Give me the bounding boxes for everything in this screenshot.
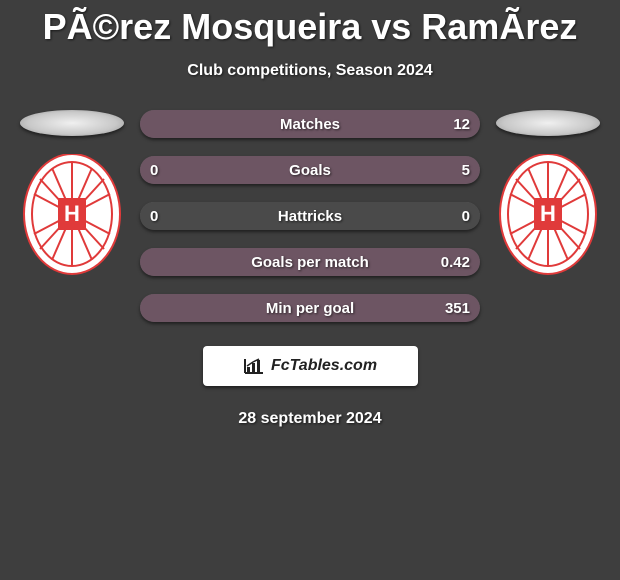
svg-text:H: H [540, 201, 556, 226]
stat-bar: Min per goal 351 [140, 294, 480, 322]
stat-name: Matches [280, 116, 340, 133]
stat-left-value: 0 [150, 162, 158, 179]
stat-right-value: 5 [462, 162, 470, 179]
stat-left-value: 0 [150, 208, 158, 225]
svg-text:H: H [64, 201, 80, 226]
stat-bar: 0 Goals 5 [140, 156, 480, 184]
stat-name: Min per goal [266, 300, 354, 317]
club-crest-left: H [22, 154, 122, 284]
page-title: PÃ©rez Mosqueira vs RamÃ­rez [0, 0, 620, 48]
stat-name: Hattricks [278, 208, 342, 225]
stat-right-value: 0.42 [441, 254, 470, 271]
brand-badge: FcTables.com [203, 346, 418, 386]
date-text: 28 september 2024 [0, 410, 620, 428]
left-player-column: H [12, 110, 132, 284]
comparison-panel: H Matches 12 0 Goals 5 0 Hattricks 0 Goals per m… [0, 110, 620, 322]
stat-bar: Matches 12 [140, 110, 480, 138]
club-crest-right: H [498, 154, 598, 284]
right-player-column: H [488, 110, 608, 284]
stat-right-value: 12 [453, 116, 470, 133]
stat-right-value: 351 [445, 300, 470, 317]
brand-chart-icon [243, 357, 265, 375]
brand-text: FcTables.com [271, 357, 377, 375]
stat-right-value: 0 [462, 208, 470, 225]
stat-name: Goals [289, 162, 331, 179]
stat-bar: 0 Hattricks 0 [140, 202, 480, 230]
player-shadow-disc [20, 110, 124, 136]
stat-name: Goals per match [251, 254, 369, 271]
stats-list: Matches 12 0 Goals 5 0 Hattricks 0 Goals per mat… [140, 110, 480, 322]
stat-bar: Goals per match 0.42 [140, 248, 480, 276]
subtitle: Club competitions, Season 2024 [0, 62, 620, 80]
player-shadow-disc [496, 110, 600, 136]
